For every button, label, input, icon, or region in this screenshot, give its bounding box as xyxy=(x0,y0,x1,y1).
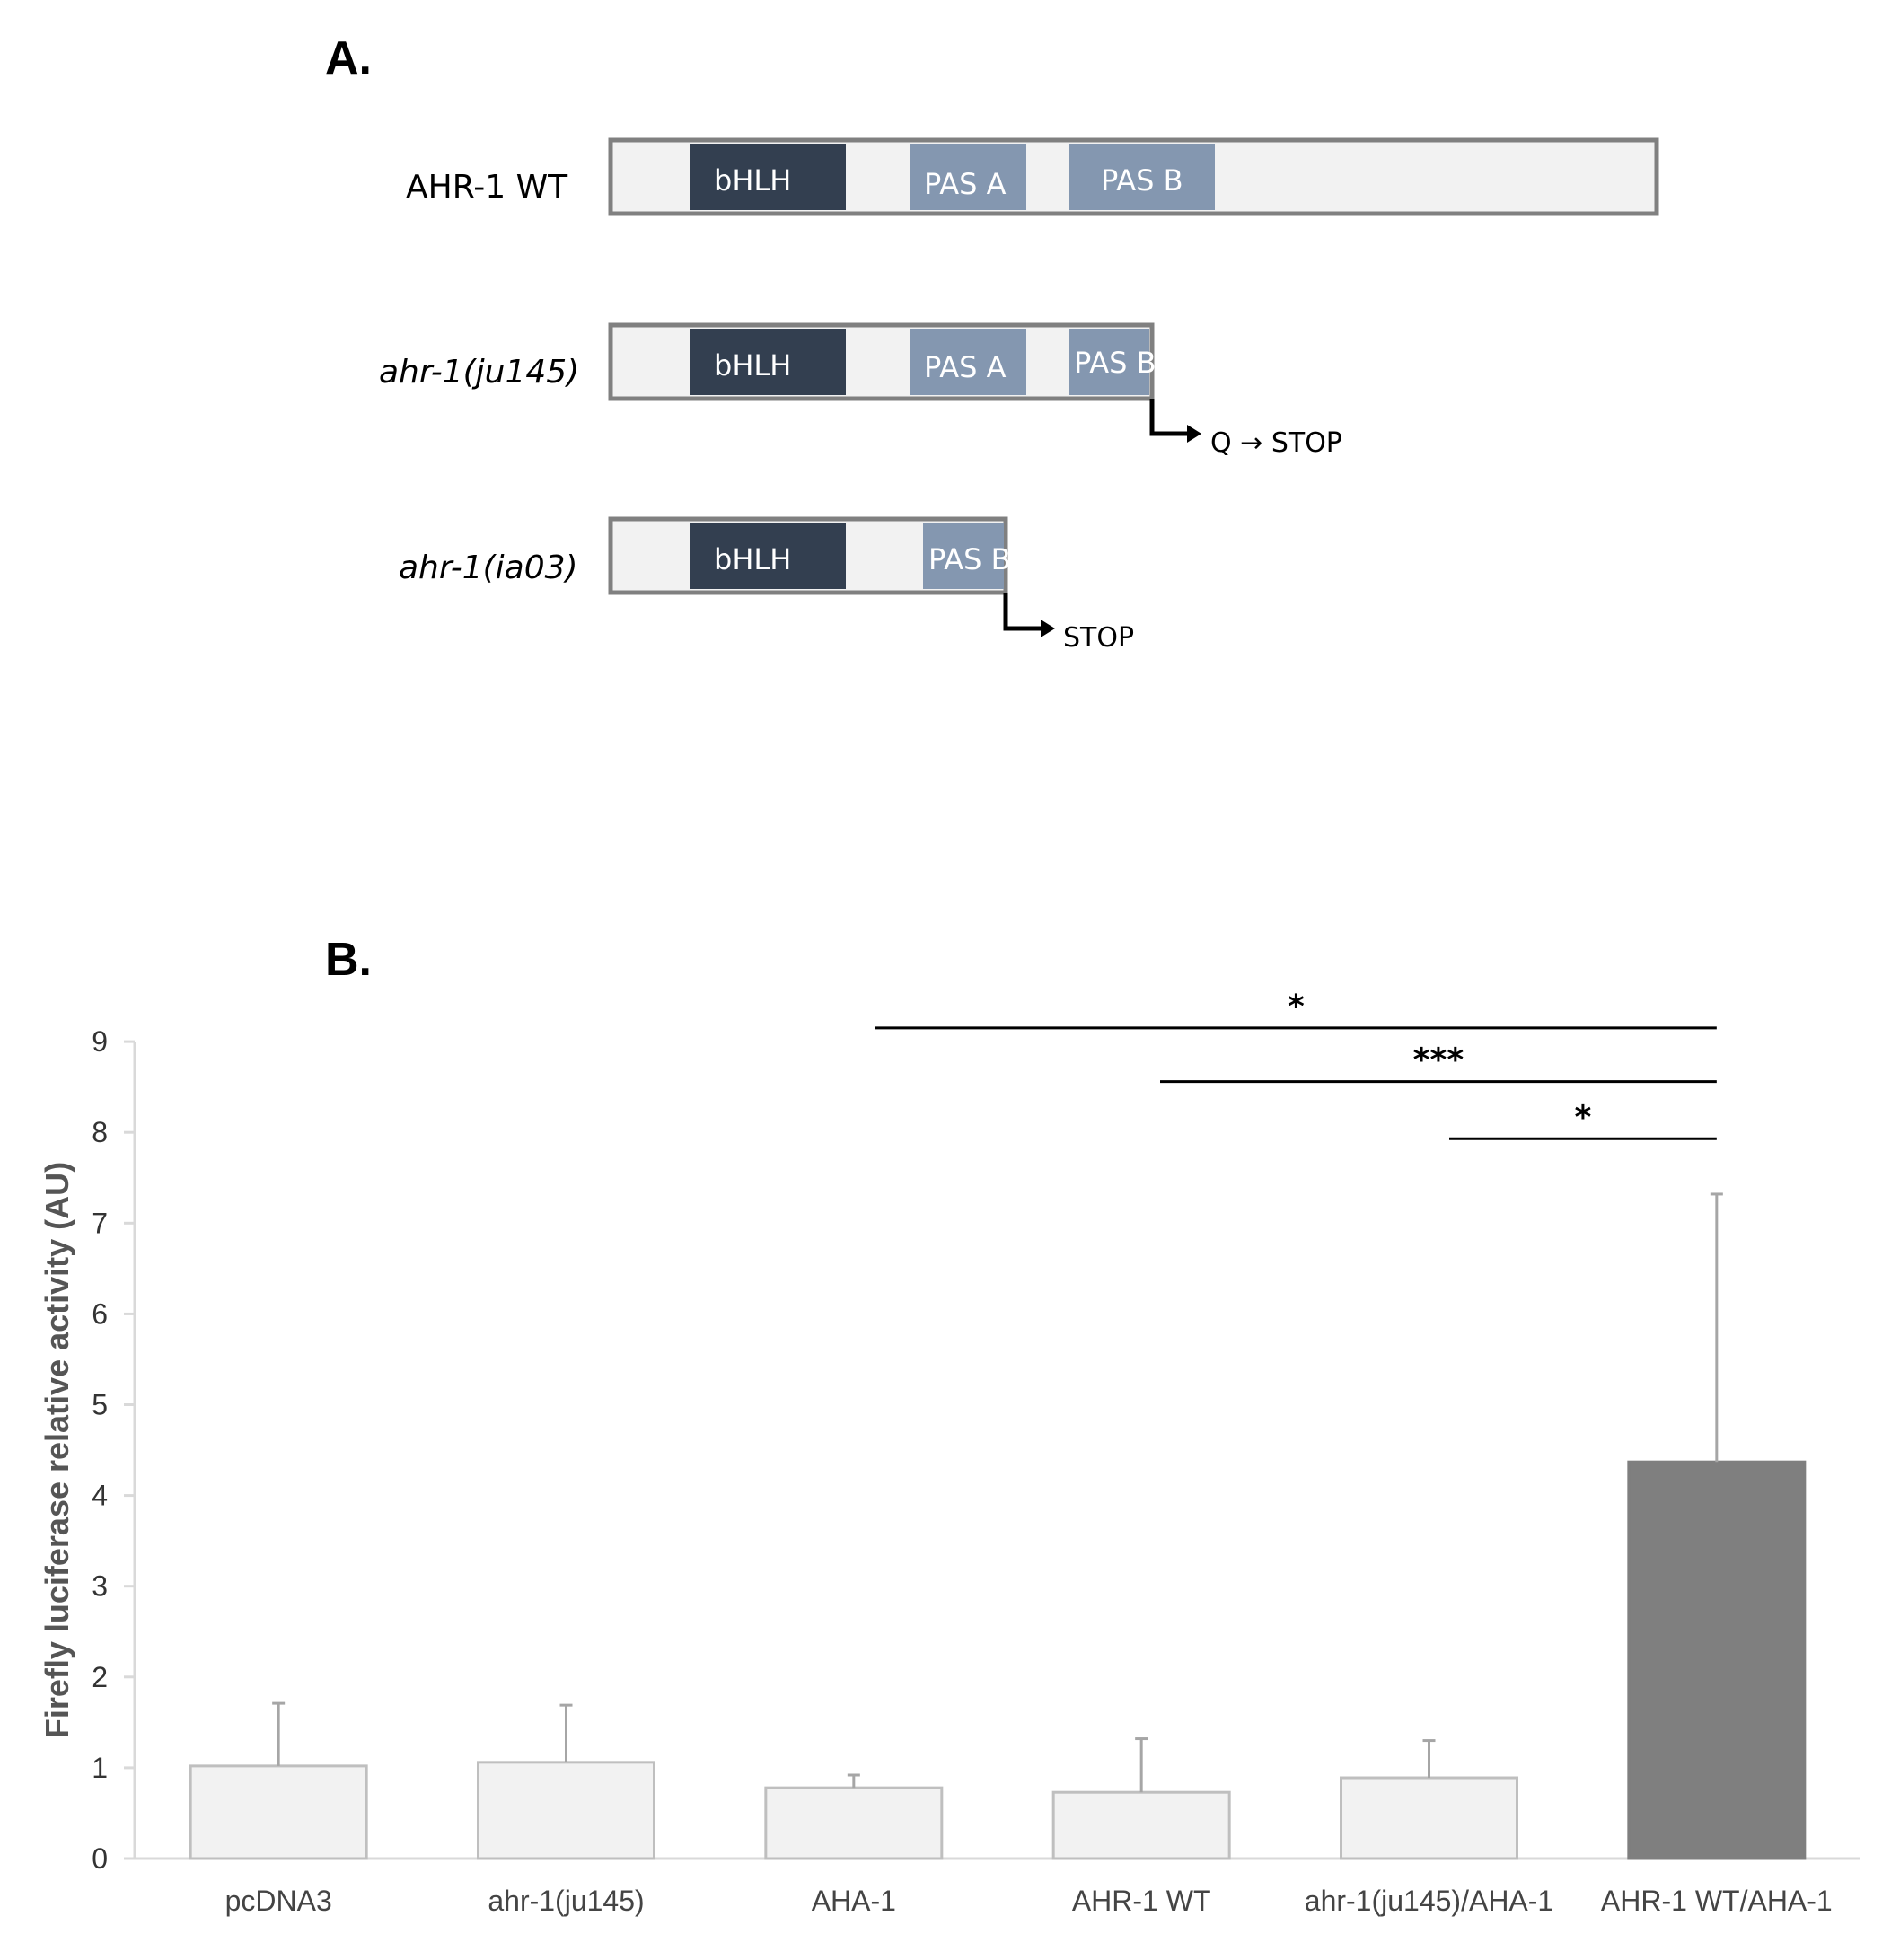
y-tick-label: 7 xyxy=(92,1207,108,1239)
y-tick-label: 2 xyxy=(92,1661,108,1693)
stop-arrow-ia03 xyxy=(1003,593,1043,631)
y-tick-label: 0 xyxy=(92,1842,108,1875)
construct-label-ju145: ahr-1(ju145) xyxy=(379,354,579,391)
domain-pasb-ia03 xyxy=(923,523,1004,589)
significance-label: *** xyxy=(1413,1042,1464,1079)
stop-arrowhead-ia03 xyxy=(1041,620,1055,637)
construct-ju145: ahr-1(ju145) bHLH PAS A PAS B Q → STOP xyxy=(379,322,1342,459)
domain-bhlh-wt xyxy=(690,144,846,210)
y-tick-label: 1 xyxy=(92,1752,108,1784)
domain-pasa-ju145 xyxy=(910,329,1026,395)
domain-bhlh-ju145-label: bHLH xyxy=(714,348,791,382)
domain-pasb-ju145 xyxy=(1069,329,1149,395)
domain-pasb-ju145-label: PAS B xyxy=(1074,346,1157,380)
domain-bhlh-ia03 xyxy=(690,523,846,589)
category-label: AHA-1 xyxy=(812,1885,896,1917)
domain-pasa-ju145-label: PAS A xyxy=(924,350,1007,384)
stop-arrow-ju145 xyxy=(1149,399,1190,436)
category-label: AHR-1 WT/AHA-1 xyxy=(1601,1885,1833,1917)
stop-label-ju145: Q → STOP xyxy=(1210,427,1342,459)
stop-arrowhead-ju145 xyxy=(1187,425,1201,443)
bar xyxy=(1627,1460,1807,1860)
y-tick-label: 9 xyxy=(92,1025,108,1058)
category-labels: pcDNA3 ahr-1(ju145) AHA-1 AHR-1 WT ahr-1(ju1… xyxy=(225,1885,1833,1917)
domain-pasa-wt-label: PAS A xyxy=(924,167,1007,201)
construct-ia03: ahr-1(ia03) bHLH PAS B STOP xyxy=(399,516,1134,654)
bar xyxy=(477,1761,655,1860)
category-label: AHR-1 WT xyxy=(1072,1885,1211,1917)
domain-bhlh-ia03-label: bHLH xyxy=(714,542,791,576)
bar xyxy=(1340,1776,1518,1860)
category-label: pcDNA3 xyxy=(225,1885,332,1917)
significance-annotations: ***** xyxy=(875,989,1717,1140)
category-label: ahr-1(ju145)/AHA-1 xyxy=(1305,1885,1553,1917)
domain-bhlh-wt-label: bHLH xyxy=(714,163,791,198)
construct-label-wt: AHR-1 WT xyxy=(406,169,568,206)
category-label: ahr-1(ju145) xyxy=(488,1885,644,1917)
construct-wt: AHR-1 WT bHLH PAS A PAS B xyxy=(406,137,1659,216)
domain-pasb-ia03-label: PAS B xyxy=(928,542,1011,576)
panel-b-label: B. xyxy=(325,934,372,986)
significance-label: * xyxy=(1288,989,1305,1025)
y-tick-label: 6 xyxy=(92,1297,108,1330)
bar xyxy=(1051,1790,1231,1860)
significance-label: * xyxy=(1575,1099,1592,1136)
panel-a-label: A. xyxy=(325,32,372,84)
domain-pasb-wt xyxy=(1069,144,1215,210)
y-tick-label: 4 xyxy=(92,1480,108,1512)
bar xyxy=(764,1786,944,1860)
bar-chart: Firefly luciferase relative activity (AU… xyxy=(39,989,1860,1917)
error-bars xyxy=(272,1192,1723,1793)
domain-bhlh-ju145 xyxy=(690,329,846,395)
y-axis-label: Firefly luciferase relative activity (AU… xyxy=(39,1162,75,1738)
bar xyxy=(189,1764,368,1860)
y-tick-label: 8 xyxy=(92,1116,108,1148)
bars xyxy=(189,1460,1807,1860)
y-tick-label: 5 xyxy=(92,1389,108,1421)
y-tick-label: 3 xyxy=(92,1570,108,1603)
construct-label-ia03: ahr-1(ia03) xyxy=(399,549,578,586)
y-ticks: 0 1 2 3 4 5 6 7 8 9 xyxy=(92,1025,135,1875)
stop-label-ia03: STOP xyxy=(1063,622,1134,654)
domain-pasb-wt-label: PAS B xyxy=(1101,163,1183,198)
domain-pasa-wt xyxy=(910,144,1026,210)
